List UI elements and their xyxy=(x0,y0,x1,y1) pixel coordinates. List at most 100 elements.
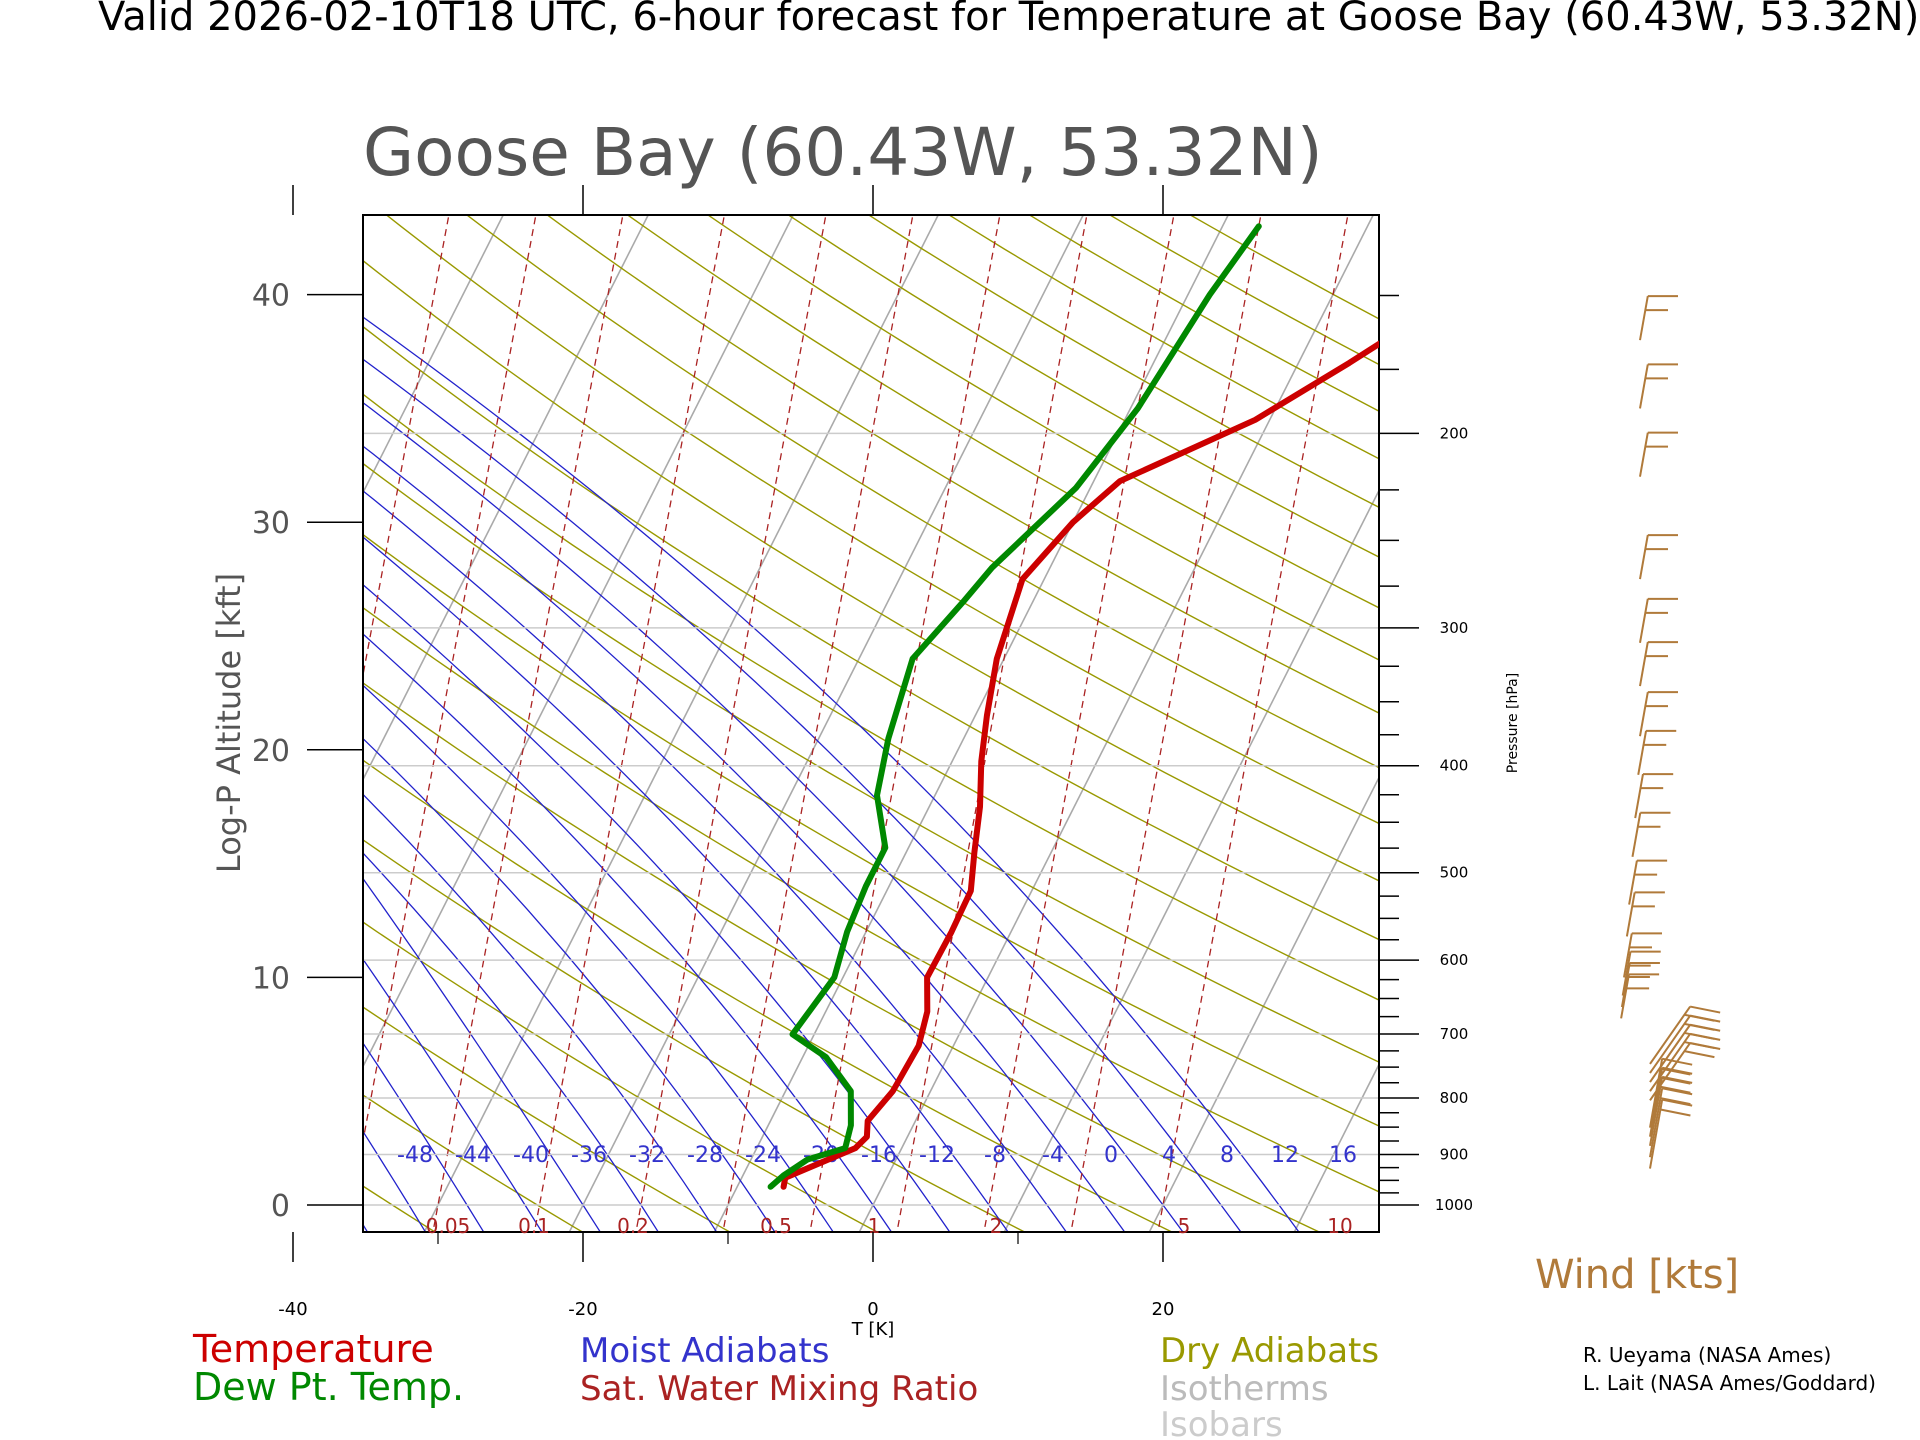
moist-adiabat-label: -8 xyxy=(984,1143,1006,1168)
mixing-ratio-label: 0.1 xyxy=(518,1214,550,1238)
pressure-tick-label: 900 xyxy=(1440,1145,1469,1163)
mixing-ratio-line xyxy=(363,215,450,679)
dry-adiabat xyxy=(363,462,1379,1063)
moist-adiabat-label: -12 xyxy=(919,1143,955,1168)
mixing-ratio-line xyxy=(9,204,205,1251)
pressure-tick-label: 700 xyxy=(1440,1025,1469,1043)
isotherm xyxy=(423,215,940,1232)
dry-adiabat xyxy=(363,393,1379,1001)
isotherm xyxy=(1148,775,1379,1232)
isotherm xyxy=(1575,158,1920,1251)
isotherm xyxy=(1003,488,1379,1232)
dry-adiabat xyxy=(706,215,1379,609)
moist-adiabat xyxy=(363,536,1009,1232)
wind-barb xyxy=(1649,1098,1693,1169)
isotherm xyxy=(713,215,1230,1232)
wind-barb xyxy=(1634,773,1674,819)
moist-adiabat-label: -44 xyxy=(455,1143,491,1168)
moist-adiabat xyxy=(363,684,834,1232)
pressure-tick-label: 200 xyxy=(1440,424,1469,442)
wind-barb xyxy=(1628,859,1668,905)
moist-adiabat-label: -36 xyxy=(571,1143,607,1168)
pressure-tick-label: 300 xyxy=(1440,619,1469,637)
legend-moist-adiabats: Moist Adiabats xyxy=(580,1331,829,1371)
mixing-ratio-line xyxy=(363,215,537,1145)
mixing-ratio-line xyxy=(809,215,1001,1232)
dry-adiabat xyxy=(1108,215,1379,366)
dry-adiabat xyxy=(947,215,1379,460)
isotherm xyxy=(363,215,505,495)
mixing-ratio-line xyxy=(983,215,1175,1232)
dry-adiabat xyxy=(0,158,316,1251)
wind-barb xyxy=(1639,641,1678,687)
mixing-ratio-line xyxy=(169,204,365,1251)
y-tick-label: 30 xyxy=(252,506,290,541)
wind-barb xyxy=(1621,950,1661,996)
isotherm xyxy=(1430,158,1920,1251)
moist-adiabat-label: -32 xyxy=(629,1143,665,1168)
temperature-line xyxy=(780,340,1379,1190)
moist-adiabat xyxy=(363,877,602,1232)
moist-adiabat-label: 0 xyxy=(1104,1143,1118,1168)
pressure-tick-label: 600 xyxy=(1440,951,1469,969)
moist-adiabat xyxy=(0,158,205,1251)
wind-barb xyxy=(1639,597,1678,644)
moist-adiabat xyxy=(363,852,660,1232)
y-tick-label: 0 xyxy=(271,1189,290,1224)
isotherm xyxy=(363,215,795,1069)
mixing-ratio-line xyxy=(432,215,624,1232)
wind-barb xyxy=(1639,295,1678,341)
dry-adiabat xyxy=(363,1006,732,1232)
wind-barb xyxy=(1631,811,1671,857)
pressure-axis-label: Pressure [hPa] xyxy=(1505,673,1521,773)
mixing-ratio-label: 0.5 xyxy=(760,1214,792,1238)
chart-title: Goose Bay (60.43W, 53.32N) xyxy=(363,114,1323,191)
mixing-ratio-label: 2 xyxy=(990,1214,1003,1238)
dry-adiabat xyxy=(363,606,1379,1193)
moist-adiabat xyxy=(363,583,951,1232)
isotherm xyxy=(858,215,1375,1232)
moist-adiabat-label: -28 xyxy=(687,1143,723,1168)
moist-adiabat xyxy=(363,633,893,1232)
dry-adiabat xyxy=(385,215,1379,825)
y-tick-label: 40 xyxy=(252,279,290,314)
legend-isobars: Isobars xyxy=(1160,1405,1283,1440)
dry-adiabat xyxy=(363,533,1379,1127)
wind-barb xyxy=(1639,363,1678,409)
mixing-ratio-line xyxy=(1070,215,1262,1232)
mixing-ratio-label: 0.05 xyxy=(426,1214,471,1238)
moist-adiabat xyxy=(363,445,1126,1232)
dewpoint-line xyxy=(767,223,1262,1190)
pressure-tick-label: 1000 xyxy=(1435,1196,1473,1214)
moist-adiabat xyxy=(363,401,1184,1232)
isotherm xyxy=(0,158,242,1251)
dry-adiabat xyxy=(363,325,1379,941)
x-axis-label: T [K] xyxy=(851,1319,895,1340)
isotherm xyxy=(1720,158,1920,1251)
isotherm xyxy=(0,158,97,1251)
legend-isotherms: Isotherms xyxy=(1160,1369,1329,1409)
dry-adiabat xyxy=(363,839,1027,1232)
moist-adiabat xyxy=(363,958,543,1232)
mixing-ratio-line xyxy=(96,204,292,1251)
wind-barb xyxy=(1625,891,1665,937)
mixing-ratio-line xyxy=(722,215,914,1232)
wind-barb xyxy=(1649,1075,1693,1146)
x-tick-label: -40 xyxy=(278,1299,307,1320)
credit-1: R. Ueyama (NASA Ames) xyxy=(1583,1343,1831,1367)
x-tick-label: 20 xyxy=(1152,1299,1175,1320)
mixing-ratio-label: 1 xyxy=(868,1214,881,1238)
x-tick-label: -20 xyxy=(568,1299,597,1320)
dry-adiabat xyxy=(867,215,1379,509)
legend-mixing-ratio: Sat. Water Mixing Ratio xyxy=(580,1369,978,1409)
moist-adiabat-label: -4 xyxy=(1042,1143,1064,1168)
dry-adiabat xyxy=(363,259,1379,882)
supertitle: Valid 2026-02-10T18 UTC, 6-hour forecast… xyxy=(98,0,1920,40)
moist-adiabat-label: -24 xyxy=(745,1143,781,1168)
moist-adiabat-label: 8 xyxy=(1220,1143,1234,1168)
mixing-ratio-line xyxy=(896,215,1088,1232)
wind-barb xyxy=(1649,1005,1721,1065)
moist-adiabat xyxy=(363,1041,485,1232)
pressure-tick-label: 800 xyxy=(1440,1089,1469,1107)
